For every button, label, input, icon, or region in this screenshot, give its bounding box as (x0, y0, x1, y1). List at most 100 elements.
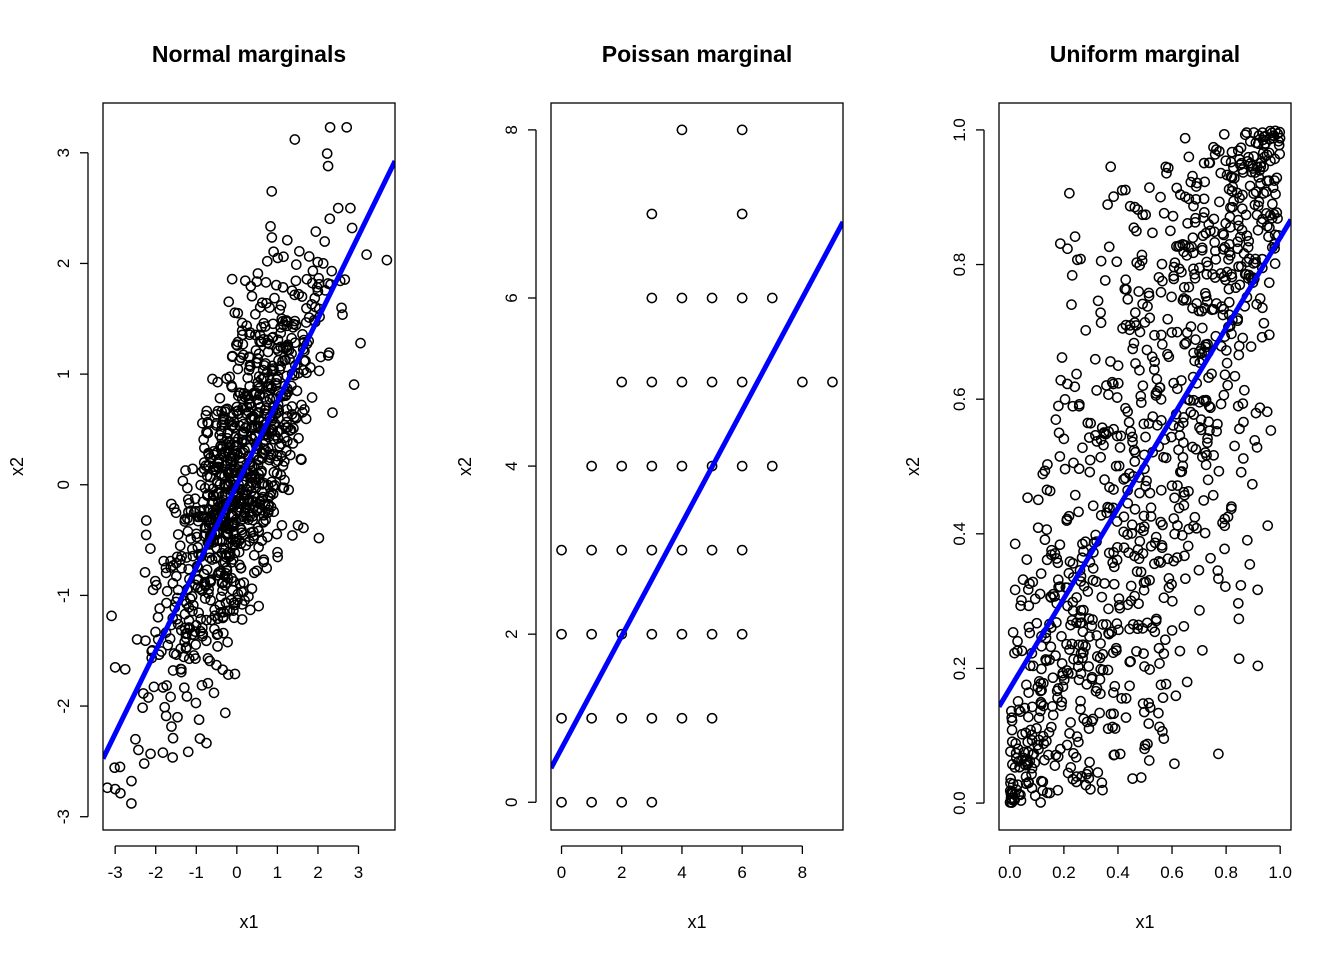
data-point (1061, 513, 1073, 525)
y-tick-label: 0.6 (950, 387, 969, 411)
data-point (1110, 460, 1122, 472)
data-point (241, 401, 253, 413)
data-point (1218, 389, 1230, 401)
data-point (1169, 528, 1181, 540)
data-point (271, 374, 283, 385)
data-point (1235, 142, 1247, 154)
data-point (272, 433, 284, 444)
data-point (204, 471, 216, 483)
data-point (1265, 425, 1277, 436)
data-point (1062, 378, 1073, 390)
data-point (1147, 227, 1158, 239)
x-axis-label: x1 (239, 912, 258, 932)
data-point (244, 604, 256, 616)
data-point (1178, 437, 1189, 448)
data-point (1086, 716, 1098, 727)
data-point (1037, 468, 1049, 480)
data-point (1157, 519, 1168, 531)
data-point (1012, 696, 1024, 707)
data-point (186, 543, 198, 555)
data-point (1232, 243, 1244, 255)
data-point (1131, 225, 1142, 237)
data-point (185, 505, 197, 517)
x-axis: -3 -2 -1 0 1 2 3 (108, 845, 363, 882)
data-point (1234, 192, 1245, 204)
data-point (212, 376, 223, 388)
data-point (1071, 368, 1082, 380)
data-point (1154, 721, 1165, 733)
data-point (161, 585, 173, 597)
data-point (1127, 343, 1139, 355)
data-point (1095, 688, 1106, 700)
data-point (235, 352, 247, 364)
data-point (1084, 756, 1095, 768)
data-point (1241, 534, 1253, 546)
data-point (215, 607, 227, 618)
data-point (250, 387, 262, 399)
data-point (1050, 749, 1062, 761)
data-point (203, 480, 215, 491)
chart-title: Normal marginals (152, 41, 346, 67)
data-point (158, 555, 170, 567)
data-point (1120, 319, 1132, 331)
data-point (1097, 784, 1108, 796)
data-point (1268, 130, 1280, 141)
data-point (260, 277, 272, 288)
data-point (1138, 418, 1150, 430)
data-point (157, 747, 169, 758)
data-point (1241, 127, 1252, 138)
data-point (1086, 671, 1098, 683)
data-point (1015, 600, 1026, 612)
data-point (286, 332, 298, 344)
data-point (1095, 317, 1107, 329)
data-point (247, 476, 258, 488)
data-point (1135, 772, 1147, 783)
data-point (1144, 182, 1155, 193)
data-point (234, 420, 245, 431)
x-axis-label: x1 (687, 912, 706, 932)
data-point (1189, 216, 1201, 228)
data-point (224, 455, 236, 467)
data-point (1160, 678, 1172, 690)
data-point (1178, 620, 1190, 632)
data-point (1253, 171, 1265, 183)
data-point (1229, 440, 1240, 452)
data-point (1056, 630, 1067, 642)
data-point (246, 401, 257, 413)
data-point (1188, 520, 1199, 532)
data-point (281, 341, 292, 353)
data-point (1239, 129, 1251, 141)
data-point (1181, 250, 1193, 261)
data-point (1075, 668, 1087, 679)
data-point (1144, 487, 1156, 499)
data-point (145, 748, 156, 760)
data-point (1105, 708, 1117, 720)
data-point (248, 526, 259, 538)
data-point (1176, 466, 1188, 477)
data-point (1075, 605, 1087, 616)
data-point (1052, 751, 1064, 763)
data-point (1129, 201, 1141, 213)
data-point (1180, 294, 1192, 306)
data-point (1158, 207, 1170, 219)
data-point (1185, 406, 1197, 418)
data-point (1263, 231, 1274, 243)
data-point (256, 374, 267, 385)
data-point (224, 439, 236, 451)
data-point (1263, 277, 1275, 289)
y-tick-label: -1 (54, 588, 73, 603)
data-point (1173, 502, 1185, 514)
data-point (1233, 653, 1245, 665)
data-point (250, 345, 262, 356)
data-point (1096, 591, 1108, 603)
data-point (1122, 529, 1133, 540)
data-point (1205, 552, 1216, 564)
data-point (1171, 383, 1183, 395)
data-point (1182, 217, 1193, 229)
data-point (1141, 344, 1153, 356)
data-point (270, 279, 282, 291)
data-point (1095, 307, 1106, 319)
data-point (1011, 752, 1022, 764)
data-point (202, 653, 214, 664)
data-point (1269, 175, 1280, 186)
